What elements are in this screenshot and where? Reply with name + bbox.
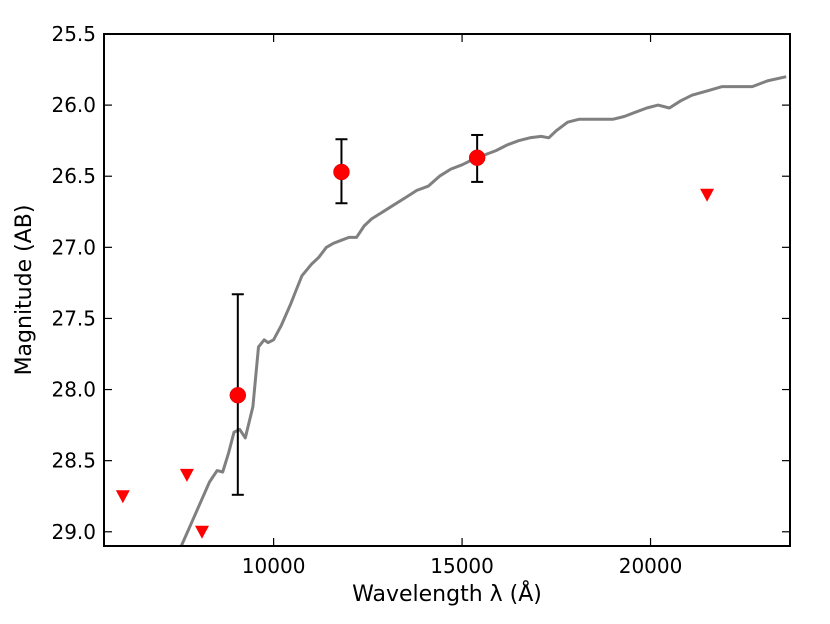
x-tick-label: 15000 xyxy=(430,554,494,578)
chart-marks xyxy=(115,75,787,546)
x-tick-label: 20000 xyxy=(619,554,683,578)
detection-point xyxy=(333,163,350,181)
upper-limit-marker xyxy=(179,468,194,482)
detection-point xyxy=(229,386,247,404)
upper-limit-marker xyxy=(115,490,130,504)
detection-point xyxy=(468,149,486,166)
y-tick-label: 27.5 xyxy=(51,306,96,330)
y-tick-label: 28.0 xyxy=(51,378,96,402)
y-tick-label: 26.0 xyxy=(51,93,96,117)
x-axis-label: Wavelength λ (Å) xyxy=(352,580,542,607)
y-tick-label: 27.0 xyxy=(51,235,96,259)
x-axis: 10000 15000 20000 xyxy=(242,34,683,578)
y-axis: 25.5 26.0 26.5 27.0 27.5 28.0 28.5 29.0 xyxy=(51,22,790,544)
y-axis-label: Magnitude (AB) xyxy=(12,205,37,376)
y-tick-label: 25.5 xyxy=(51,22,96,46)
plot-frame xyxy=(103,33,791,547)
model-spectrum-line xyxy=(179,75,787,546)
y-tick-label: 29.0 xyxy=(51,520,96,544)
y-tick-label: 28.5 xyxy=(51,449,96,473)
upper-limit-marker xyxy=(700,188,715,202)
x-tick-label: 10000 xyxy=(242,554,306,578)
upper-limit-marker xyxy=(195,525,209,539)
y-tick-label: 26.5 xyxy=(51,164,96,188)
